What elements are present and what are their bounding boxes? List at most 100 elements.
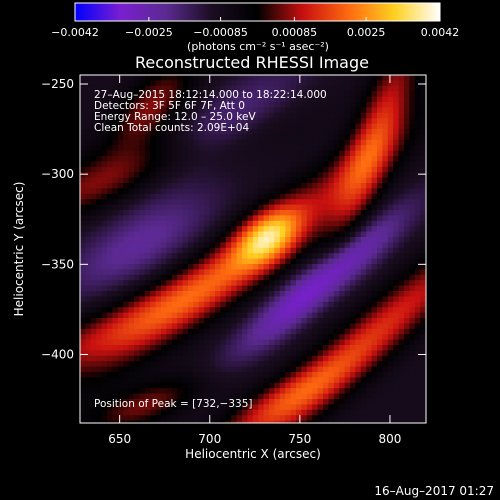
heatmap-cell [387, 139, 394, 146]
heatmap-cell [166, 382, 173, 389]
heatmap-cell [193, 366, 200, 373]
heatmap-cell [101, 150, 108, 157]
heatmap-cell [117, 112, 124, 119]
heatmap-cell [204, 134, 211, 141]
heatmap-cell [339, 220, 346, 227]
heatmap-cell [215, 361, 221, 368]
heatmap-cell [85, 372, 92, 378]
heatmap-cell [128, 242, 135, 249]
heatmap-cell [144, 318, 151, 324]
heatmap-cell [333, 102, 340, 108]
heatmap-cell [188, 102, 194, 108]
heatmap-cell [85, 253, 92, 260]
heatmap-cell [242, 231, 248, 238]
heatmap-cell [182, 139, 189, 146]
heatmap-cell [220, 210, 227, 216]
heatmap-cell [414, 323, 421, 330]
heatmap-cell [258, 301, 265, 308]
heatmap-cell [355, 361, 362, 368]
heatmap-cell [85, 361, 92, 368]
heatmap-cell [377, 274, 383, 281]
heatmap-cell [231, 339, 238, 346]
heatmap-cell [209, 339, 216, 346]
heatmap-cell [90, 258, 97, 265]
heatmap-cell [306, 296, 313, 303]
heatmap-cell [323, 274, 329, 281]
heatmap-cell [150, 123, 157, 130]
heatmap-cell [139, 404, 146, 411]
heatmap-cell [393, 129, 400, 135]
heatmap-cell [366, 145, 373, 152]
heatmap-cell [112, 123, 119, 130]
heatmap-cell [155, 274, 162, 281]
heatmap-cell [182, 253, 189, 260]
heatmap-cell [350, 237, 356, 243]
heatmap-cell [398, 145, 405, 152]
heatmap-cell [139, 274, 146, 281]
heatmap-cell [85, 415, 92, 422]
heatmap-cell [317, 172, 324, 179]
heatmap-cell [247, 129, 254, 135]
heatmap-cell [107, 404, 113, 411]
heatmap-cell [90, 409, 97, 416]
heatmap-cell [220, 415, 227, 422]
heatmap-cell [317, 210, 324, 216]
heatmap-cell [252, 156, 259, 162]
heatmap-cell [360, 231, 367, 238]
heatmap-cell [101, 237, 108, 243]
heatmap-cell [393, 415, 400, 422]
heatmap-cell [215, 404, 221, 411]
heatmap-cell [274, 296, 281, 303]
heatmap-cell [269, 75, 275, 81]
heatmap-cell [139, 366, 146, 373]
heatmap-cell [323, 264, 329, 270]
heatmap-cell [128, 80, 135, 87]
heatmap-cell [107, 123, 113, 130]
heatmap-cell [171, 269, 178, 276]
heatmap-cell [198, 264, 205, 270]
heatmap-cell [171, 409, 178, 416]
heatmap-cell [414, 210, 421, 216]
heatmap-cell [328, 80, 335, 87]
heatmap-cell [134, 366, 140, 373]
heatmap-cell [182, 323, 189, 330]
heatmap-cell [171, 312, 178, 319]
heatmap-cell [236, 361, 243, 368]
heatmap-cell [112, 361, 119, 368]
heatmap-cell [360, 91, 367, 98]
heatmap-cell [398, 91, 405, 98]
heatmap-cell [274, 215, 281, 222]
heatmap-cell [144, 172, 151, 179]
heatmap-cell [128, 85, 135, 92]
heatmap-cell [312, 420, 319, 423]
heatmap-cell [231, 231, 238, 238]
heatmap-cell [344, 355, 351, 362]
heatmap-cell [171, 204, 178, 211]
heatmap-cell [209, 318, 216, 324]
heatmap-cell [366, 415, 373, 422]
heatmap-cell [339, 134, 346, 141]
heatmap-cell [328, 334, 335, 341]
heatmap-cell [242, 96, 248, 103]
heatmap-cell [333, 247, 340, 254]
heatmap-cell [204, 285, 211, 292]
heatmap-cell [393, 377, 400, 384]
heatmap-cell [296, 247, 302, 254]
heatmap-cell [328, 220, 335, 227]
heatmap-cell [350, 166, 356, 173]
heatmap-cell [161, 172, 167, 179]
heatmap-cell [306, 91, 313, 98]
heatmap-cell [360, 312, 367, 319]
heatmap-cell [144, 312, 151, 319]
heatmap-cell [123, 134, 130, 141]
heatmap-cell [90, 220, 97, 227]
heatmap-cell [101, 296, 108, 303]
heatmap-cell [360, 366, 367, 373]
heatmap-cell [90, 161, 97, 168]
heatmap-cell [323, 269, 329, 276]
heatmap-cell [404, 172, 410, 179]
heatmap-cell [128, 415, 135, 422]
heatmap-cell [393, 145, 400, 152]
heatmap-cell [220, 274, 227, 281]
heatmap-cell [123, 318, 130, 324]
